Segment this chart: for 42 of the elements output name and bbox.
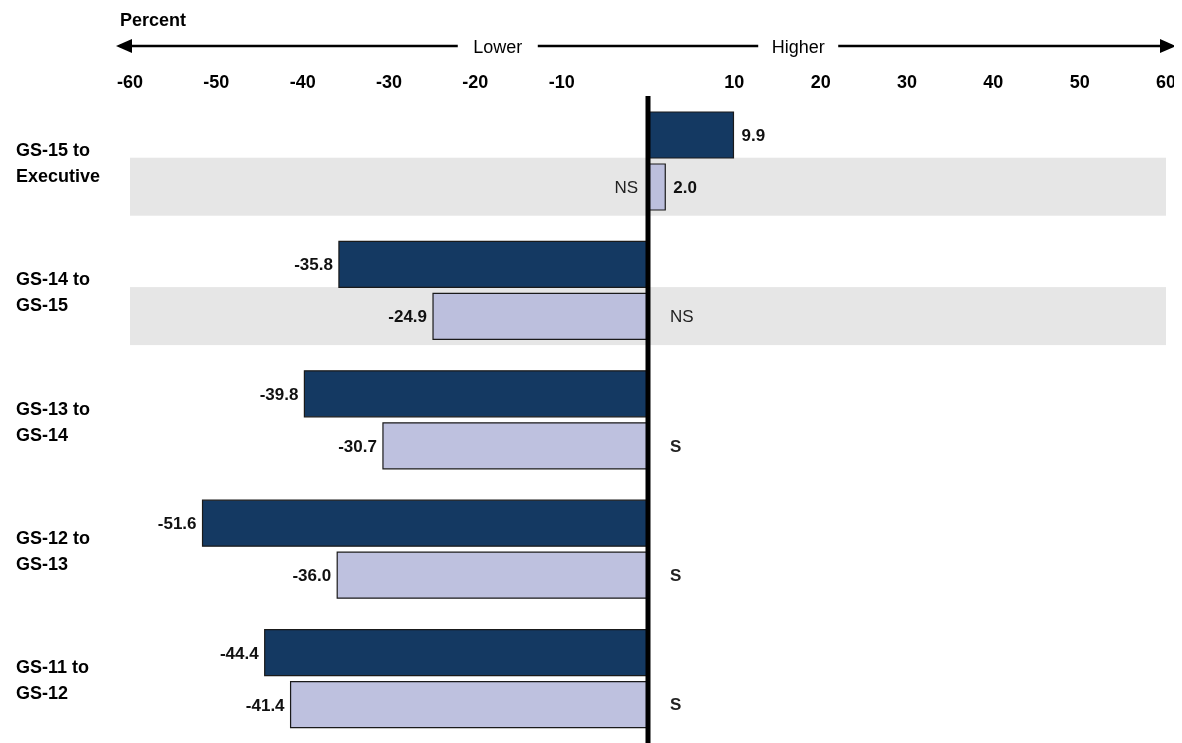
bar: [382, 422, 649, 470]
text: Lower: [473, 37, 523, 57]
y-tick-label: GS-14 to GS-15: [16, 269, 91, 316]
bar: [264, 629, 649, 677]
data-label: 2.0: [673, 178, 697, 197]
x-axis-title: Percent: [120, 10, 187, 30]
data-label: -41.4: [245, 695, 286, 715]
x-tick-label: -20: [462, 72, 489, 92]
bar: [289, 681, 649, 729]
data-label: -36.0: [292, 566, 332, 586]
bar: [338, 240, 649, 288]
annotation: S: [670, 565, 682, 585]
x-tick-label: -40: [289, 72, 316, 92]
data-label: -39.8: [259, 384, 299, 404]
x-tick-label: -10: [548, 72, 575, 92]
x-tick-label: 20: [810, 72, 831, 92]
data-label: -24.9: [388, 307, 428, 327]
bar: [336, 551, 649, 599]
bar: [201, 499, 649, 547]
data-label: -51.6: [157, 514, 197, 534]
bar: [303, 370, 649, 418]
annotation: S: [670, 436, 682, 456]
x-tick-label: 30: [896, 72, 918, 92]
y-tick-label: GS-13 to GS-14: [16, 398, 91, 445]
data-label: -35.8: [294, 255, 333, 275]
y-tick-label: GS-15 to Executive: [16, 139, 101, 186]
x-tick-label: -60: [116, 72, 144, 92]
data-label: -44.4: [219, 643, 260, 663]
annotation: NS: [670, 307, 694, 327]
x-tick-label: 50: [1069, 72, 1090, 92]
x-tick-label: -30: [375, 72, 403, 92]
annotation: S: [670, 695, 682, 715]
x-tick-label: 40: [983, 72, 1004, 92]
y-tick-label: GS-12 to GS-13: [16, 527, 91, 574]
bar: [432, 292, 649, 340]
x-tick-label: -50: [203, 72, 230, 92]
data-label: 9.9: [741, 126, 766, 145]
y-tick-label: GS-11 to GS-12: [16, 657, 90, 704]
data-label: -30.7: [338, 436, 377, 456]
annotation: NS: [614, 177, 638, 197]
x-tick-label: 10: [724, 72, 745, 92]
text: Higher: [771, 37, 825, 57]
